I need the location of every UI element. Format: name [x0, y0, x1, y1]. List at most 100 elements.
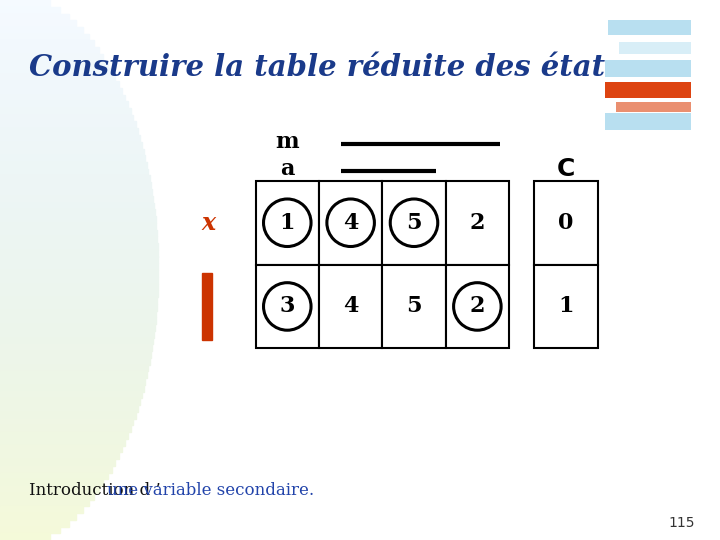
- Bar: [0, 128, 138, 135]
- Bar: [0, 74, 115, 81]
- Bar: [0, 14, 68, 20]
- Bar: [256, 265, 319, 348]
- Bar: [0, 40, 94, 47]
- Bar: [619, 42, 691, 54]
- Text: 0: 0: [558, 212, 574, 234]
- Bar: [0, 148, 144, 156]
- Bar: [0, 446, 122, 453]
- Bar: [0, 513, 76, 519]
- Bar: [0, 297, 158, 303]
- Bar: [605, 60, 691, 77]
- Bar: [0, 534, 50, 540]
- Bar: [0, 68, 112, 74]
- Bar: [0, 176, 150, 183]
- Bar: [0, 270, 158, 276]
- Bar: [0, 418, 133, 426]
- Bar: [0, 357, 150, 364]
- Bar: [0, 60, 108, 68]
- Text: 3: 3: [279, 295, 295, 318]
- Text: m: m: [276, 131, 299, 153]
- Bar: [0, 162, 147, 168]
- Bar: [0, 364, 148, 372]
- Bar: [0, 6, 60, 14]
- Bar: [0, 141, 142, 149]
- Text: 4: 4: [343, 212, 359, 234]
- Bar: [0, 249, 158, 256]
- Text: 2: 2: [469, 212, 485, 234]
- Bar: [0, 183, 151, 189]
- Text: une variable secondaire.: une variable secondaire.: [107, 482, 314, 499]
- Bar: [0, 507, 83, 513]
- Bar: [446, 265, 509, 348]
- Bar: [0, 526, 60, 534]
- Bar: [0, 399, 140, 405]
- Bar: [0, 27, 83, 33]
- Bar: [0, 122, 135, 128]
- Bar: [0, 102, 128, 108]
- Bar: [534, 181, 598, 265]
- Bar: [0, 216, 156, 222]
- Bar: [0, 243, 158, 249]
- Bar: [0, 87, 122, 94]
- Bar: [202, 273, 212, 340]
- Bar: [0, 303, 157, 310]
- Text: 1: 1: [558, 295, 574, 318]
- Bar: [0, 432, 128, 438]
- Text: x: x: [202, 211, 216, 235]
- Bar: [0, 54, 104, 60]
- Bar: [0, 465, 112, 472]
- Bar: [0, 459, 115, 465]
- Bar: [0, 108, 131, 115]
- Bar: [0, 472, 108, 480]
- Bar: [0, 20, 76, 27]
- Text: Introduction d ’: Introduction d ’: [29, 482, 161, 499]
- Bar: [0, 310, 156, 317]
- Bar: [0, 330, 154, 338]
- Bar: [0, 426, 131, 432]
- Bar: [0, 392, 142, 399]
- Text: Construire la table réduite des états: Construire la table réduite des états: [29, 53, 621, 82]
- Bar: [0, 411, 135, 418]
- Bar: [0, 47, 99, 54]
- Bar: [382, 265, 446, 348]
- Bar: [0, 345, 152, 351]
- Bar: [0, 351, 151, 357]
- Bar: [0, 384, 144, 391]
- Bar: [446, 181, 509, 265]
- Text: 1: 1: [279, 212, 295, 234]
- Text: a: a: [280, 158, 294, 180]
- Bar: [0, 0, 50, 6]
- Bar: [0, 256, 158, 263]
- Bar: [608, 20, 691, 35]
- Bar: [0, 372, 147, 378]
- Bar: [616, 102, 691, 112]
- Bar: [0, 195, 153, 202]
- Bar: [0, 222, 156, 230]
- Bar: [605, 113, 691, 130]
- Bar: [0, 500, 89, 507]
- Bar: [0, 486, 99, 492]
- Bar: [0, 263, 158, 270]
- Bar: [0, 115, 133, 122]
- Text: 2: 2: [469, 295, 485, 318]
- Bar: [0, 168, 148, 176]
- Bar: [0, 324, 155, 330]
- Bar: [0, 492, 94, 500]
- Bar: [382, 181, 446, 265]
- Bar: [0, 291, 158, 297]
- Text: 5: 5: [406, 212, 422, 234]
- Bar: [0, 33, 89, 40]
- Bar: [0, 189, 152, 195]
- Bar: [0, 135, 140, 141]
- Bar: [319, 181, 382, 265]
- Text: 5: 5: [406, 295, 422, 318]
- Bar: [0, 230, 157, 237]
- Bar: [534, 265, 598, 348]
- Bar: [0, 438, 125, 445]
- Bar: [0, 209, 155, 216]
- Bar: [605, 82, 691, 98]
- Bar: [0, 202, 154, 209]
- Bar: [0, 405, 138, 411]
- Bar: [0, 237, 158, 243]
- Bar: [0, 519, 68, 526]
